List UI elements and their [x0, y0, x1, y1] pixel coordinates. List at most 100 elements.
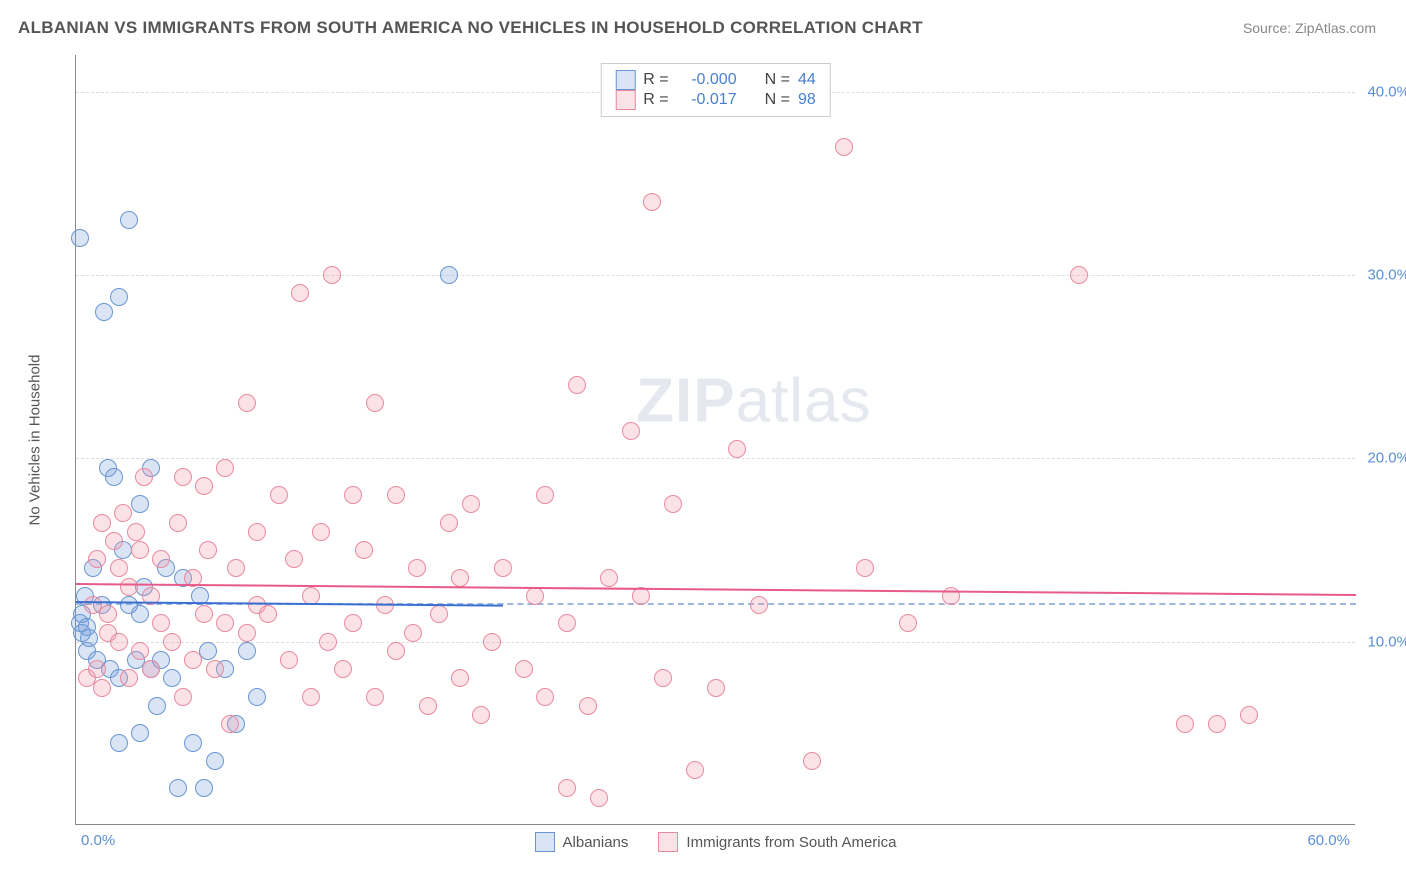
data-point [526, 587, 544, 605]
data-point [366, 394, 384, 412]
data-point [131, 541, 149, 559]
gridline [76, 275, 1355, 276]
data-point [319, 633, 337, 651]
data-point [248, 523, 266, 541]
legend-swatch [535, 832, 555, 852]
data-point [622, 422, 640, 440]
data-point [472, 706, 490, 724]
data-point [590, 789, 608, 807]
data-point [238, 624, 256, 642]
data-point [280, 651, 298, 669]
data-point [1208, 715, 1226, 733]
data-point [120, 578, 138, 596]
data-point [430, 605, 448, 623]
data-point [285, 550, 303, 568]
data-point [579, 697, 597, 715]
y-tick-label: 20.0% [1360, 450, 1406, 467]
data-point [515, 660, 533, 678]
data-point [558, 779, 576, 797]
chart-title: ALBANIAN VS IMMIGRANTS FROM SOUTH AMERIC… [18, 18, 923, 38]
data-point [131, 495, 149, 513]
n-value: 44 [798, 71, 816, 89]
data-point [110, 288, 128, 306]
legend-stat-row: R =-0.000N =44 [615, 70, 815, 90]
data-point [248, 688, 266, 706]
r-value: -0.017 [677, 91, 737, 109]
data-point [184, 734, 202, 752]
legend-series-item: Immigrants from South America [658, 832, 896, 852]
data-point [707, 679, 725, 697]
r-label: R = [643, 71, 668, 89]
data-point [536, 688, 554, 706]
data-point [728, 440, 746, 458]
data-point [291, 284, 309, 302]
legend-swatch [615, 90, 635, 110]
data-point [93, 514, 111, 532]
data-point [105, 532, 123, 550]
data-point [152, 614, 170, 632]
data-point [366, 688, 384, 706]
x-axis-min-label: 0.0% [81, 832, 115, 849]
gridline [76, 642, 1355, 643]
data-point [259, 605, 277, 623]
legend-series-item: Albanians [535, 832, 629, 852]
data-point [558, 614, 576, 632]
data-point [105, 468, 123, 486]
data-point [440, 514, 458, 532]
data-point [654, 669, 672, 687]
data-point [99, 605, 117, 623]
y-tick-label: 40.0% [1360, 83, 1406, 100]
data-point [131, 642, 149, 660]
data-point [131, 724, 149, 742]
data-point [95, 303, 113, 321]
data-point [238, 642, 256, 660]
data-point [142, 660, 160, 678]
data-point [404, 624, 422, 642]
data-point [195, 477, 213, 495]
data-point [302, 688, 320, 706]
source-attribution: Source: ZipAtlas.com [1243, 20, 1376, 36]
data-point [195, 605, 213, 623]
data-point [110, 559, 128, 577]
data-point [344, 614, 362, 632]
gridline [76, 458, 1355, 459]
legend-stat-row: R =-0.017N =98 [615, 90, 815, 110]
data-point [568, 376, 586, 394]
data-point [344, 486, 362, 504]
data-point [227, 559, 245, 577]
y-tick-label: 10.0% [1360, 633, 1406, 650]
data-point [206, 660, 224, 678]
data-point [93, 679, 111, 697]
data-point [899, 614, 917, 632]
data-point [71, 229, 89, 247]
data-point [206, 752, 224, 770]
data-point [148, 697, 166, 715]
data-point [355, 541, 373, 559]
data-point [419, 697, 437, 715]
data-point [835, 138, 853, 156]
r-label: R = [643, 91, 668, 109]
data-point [483, 633, 501, 651]
data-point [334, 660, 352, 678]
data-point [462, 495, 480, 513]
data-point [110, 633, 128, 651]
data-point [110, 734, 128, 752]
chart-container: No Vehicles in Household ZIPatlas R =-0.… [45, 55, 1385, 825]
data-point [88, 550, 106, 568]
y-axis-label: No Vehicles in Household [27, 355, 44, 526]
data-point [174, 468, 192, 486]
trend-line [76, 583, 1356, 596]
data-point [114, 504, 132, 522]
n-label: N = [765, 71, 790, 89]
data-point [750, 596, 768, 614]
data-point [387, 486, 405, 504]
data-point [387, 642, 405, 660]
data-point [408, 559, 426, 577]
plot-area: ZIPatlas R =-0.000N =44R =-0.017N =98 0.… [75, 55, 1355, 825]
data-point [270, 486, 288, 504]
data-point [1176, 715, 1194, 733]
data-point [312, 523, 330, 541]
data-point [221, 715, 239, 733]
data-point [120, 669, 138, 687]
data-point [163, 669, 181, 687]
